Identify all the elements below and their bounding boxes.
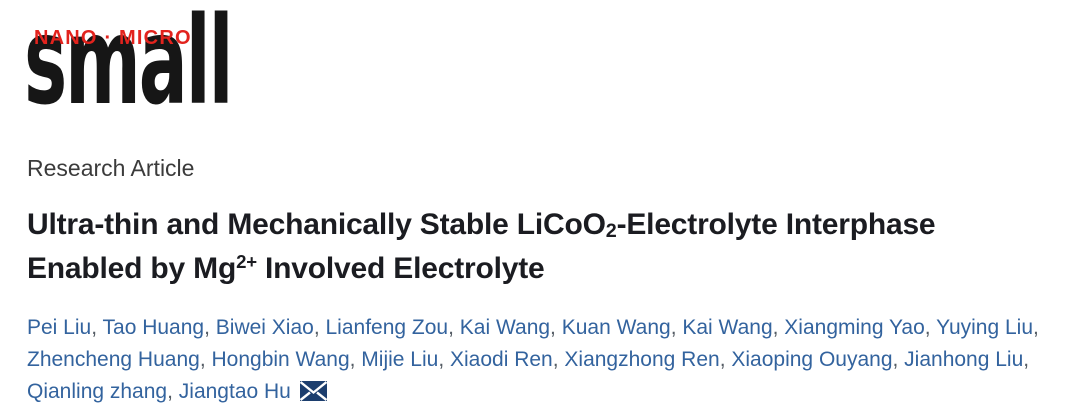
author-link[interactable]: Zhencheng Huang bbox=[27, 348, 200, 371]
author-separator: , bbox=[550, 316, 562, 339]
author-link[interactable]: Hongbin Wang bbox=[211, 348, 350, 371]
title-subscript: 2 bbox=[605, 220, 617, 243]
author-link[interactable]: Qianling zhang bbox=[27, 380, 168, 403]
author-separator: , bbox=[313, 316, 326, 339]
title-superscript: 2+ bbox=[236, 251, 257, 273]
author-separator: , bbox=[199, 348, 212, 371]
author-link[interactable]: Pei Liu bbox=[27, 316, 92, 339]
author-link[interactable]: Jianhong Liu bbox=[904, 348, 1024, 371]
author-separator: , bbox=[167, 380, 179, 403]
author-link[interactable]: Xiangzhong Ren bbox=[564, 348, 720, 371]
author-separator: , bbox=[552, 348, 565, 371]
title-segment: Ultra-thin and Mechanically Stable LiCoO bbox=[27, 208, 606, 241]
author-link[interactable]: Lianfeng Zou bbox=[325, 316, 449, 339]
author-separator: , bbox=[719, 348, 732, 371]
author-separator: , bbox=[1023, 348, 1030, 371]
author-separator: , bbox=[349, 348, 362, 371]
author-row: Zhencheng Huang, Hongbin Wang, Mijie Liu… bbox=[27, 344, 1048, 376]
author-separator: , bbox=[438, 348, 450, 371]
author-link[interactable]: Xiaodi Ren bbox=[450, 348, 553, 371]
author-row: Pei Liu, Tao Huang, Biwei Xiao, Lianfeng… bbox=[27, 312, 1048, 344]
author-row: Qianling zhang, Jiangtao Hu bbox=[27, 376, 1048, 408]
author-link[interactable]: Kai Wang bbox=[682, 316, 773, 339]
title-segment: -Electrolyte Interphase Enabled by Mg bbox=[27, 208, 936, 285]
journal-tagline: NANO · MICRO bbox=[34, 27, 192, 49]
author-separator: , bbox=[448, 316, 460, 339]
author-separator: , bbox=[91, 316, 103, 339]
author-list: Pei Liu, Tao Huang, Biwei Xiao, Lianfeng… bbox=[27, 312, 1048, 408]
envelope-icon[interactable] bbox=[299, 381, 328, 401]
author-link[interactable]: Tao Huang bbox=[102, 316, 205, 339]
author-separator: , bbox=[670, 316, 683, 339]
author-link[interactable]: Kuan Wang bbox=[561, 316, 671, 339]
author-link[interactable]: Mijie Liu bbox=[361, 348, 439, 371]
journal-wordmark: small bbox=[24, 0, 233, 132]
author-link[interactable]: Xiaoping Ouyang bbox=[731, 348, 893, 371]
author-link[interactable]: Jiangtao Hu bbox=[178, 380, 291, 403]
author-separator: , bbox=[1033, 316, 1039, 339]
article-type-label: Research Article bbox=[27, 155, 195, 181]
author-separator: , bbox=[204, 316, 216, 339]
author-link[interactable]: Kai Wang bbox=[459, 316, 551, 339]
article-title: Ultra-thin and Mechanically Stable LiCoO… bbox=[27, 203, 985, 291]
author-link[interactable]: Xiangming Yao bbox=[784, 316, 925, 339]
title-segment: Involved Electrolyte bbox=[256, 252, 545, 285]
author-separator: , bbox=[892, 348, 905, 371]
author-link[interactable]: Biwei Xiao bbox=[215, 316, 314, 339]
author-separator: , bbox=[772, 316, 785, 339]
author-separator: , bbox=[924, 316, 937, 339]
journal-logo[interactable]: small NANO · MICRO bbox=[24, 1, 267, 122]
author-link[interactable]: Yuying Liu bbox=[936, 316, 1034, 339]
